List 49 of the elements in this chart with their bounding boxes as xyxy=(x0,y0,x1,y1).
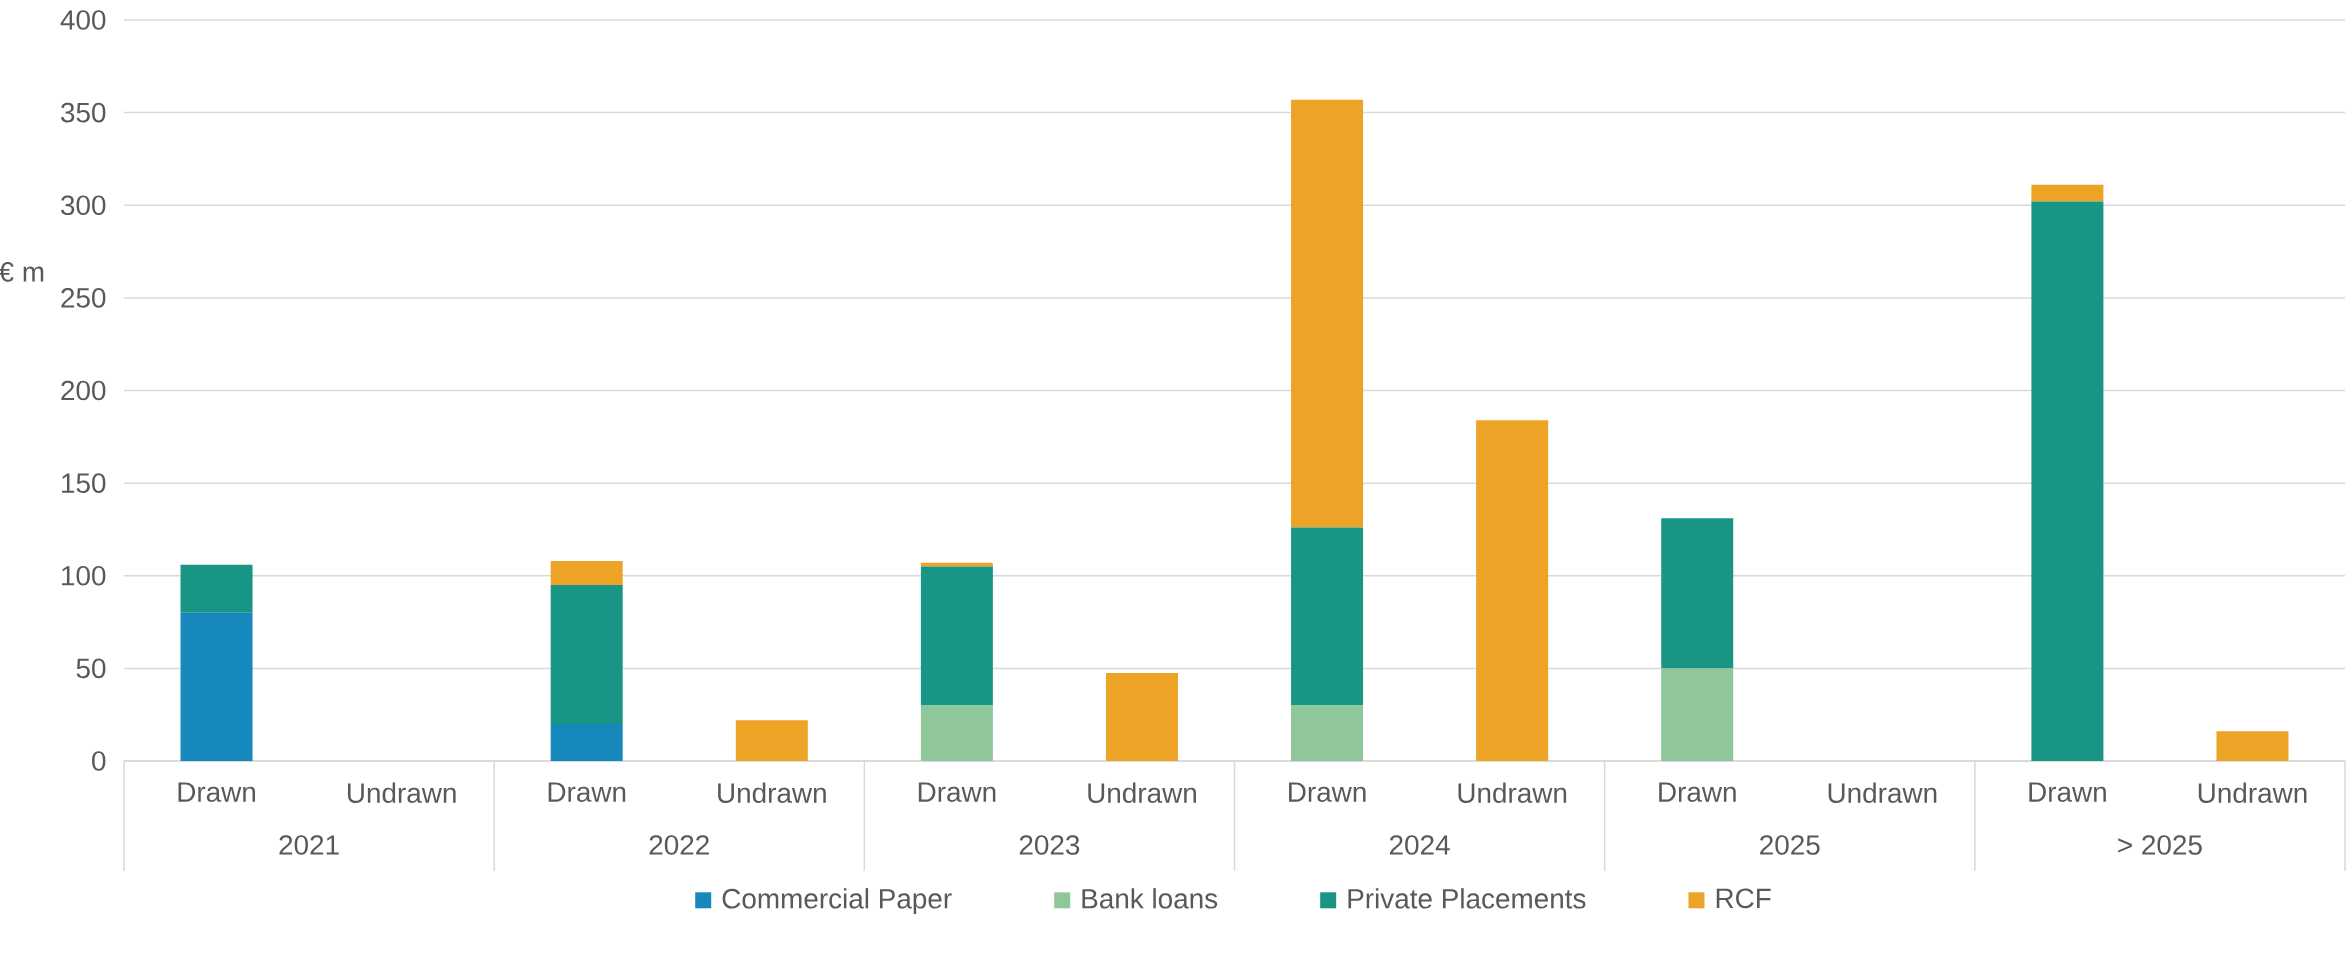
bar xyxy=(1291,705,1364,761)
bar xyxy=(2216,731,2289,761)
bar xyxy=(550,723,623,761)
x-tick-label: Undrawn xyxy=(1458,782,1567,803)
bar xyxy=(735,720,808,761)
text: > 2025 xyxy=(2118,835,2202,855)
bar xyxy=(920,705,993,761)
y-tick-label: 0 xyxy=(92,751,106,771)
bar xyxy=(1476,420,1549,761)
text: 2024 xyxy=(1389,835,1450,855)
bar xyxy=(2031,184,2104,202)
legend-label: Private Placements xyxy=(1348,888,1586,909)
x-tick-label: Drawn xyxy=(1659,782,1736,802)
x-tick-label: Drawn xyxy=(178,782,256,802)
bar xyxy=(1291,99,1364,528)
x-tick-label: Undrawn xyxy=(718,782,826,803)
bar xyxy=(1661,518,1734,669)
y-tick-label: 250 xyxy=(61,288,106,308)
text: 2022 xyxy=(649,835,709,855)
x-tick-label: Drawn xyxy=(918,782,996,802)
x-tick-label: Undrawn xyxy=(1088,782,1196,803)
bar xyxy=(2031,201,2104,761)
x-tick-label: Undrawn xyxy=(1828,782,1937,803)
text: 2023 xyxy=(1019,835,1080,855)
y-tick-label: 350 xyxy=(61,102,106,123)
bar xyxy=(550,560,623,586)
bar xyxy=(1105,673,1178,761)
y-tick-label: 200 xyxy=(61,380,106,401)
bar xyxy=(1661,668,1734,761)
text: 2021 xyxy=(279,835,339,855)
x-tick-label: Drawn xyxy=(1289,782,1366,802)
legend-label: Bank loans xyxy=(1082,888,1218,909)
x-tick-label: Undrawn xyxy=(347,782,456,803)
bar xyxy=(180,564,253,613)
x-tick-label: Drawn xyxy=(548,782,626,802)
y-tick-label: 400 xyxy=(60,10,106,30)
y-tick-label: 150 xyxy=(62,473,106,493)
legend-label: Commercial Paper xyxy=(722,888,952,915)
bar xyxy=(1291,527,1364,706)
bar xyxy=(920,566,993,706)
x-tick-label: Undrawn xyxy=(2198,782,2307,803)
y-tick-label: 300 xyxy=(61,195,106,216)
legend-label: RCF xyxy=(1716,888,1771,909)
bar xyxy=(180,612,253,761)
y-tick-label: 100 xyxy=(62,565,106,586)
text: 2025 xyxy=(1760,835,1820,855)
y-tick-label: 50 xyxy=(76,658,106,679)
bar xyxy=(550,585,623,724)
x-tick-label: Drawn xyxy=(2029,782,2106,802)
